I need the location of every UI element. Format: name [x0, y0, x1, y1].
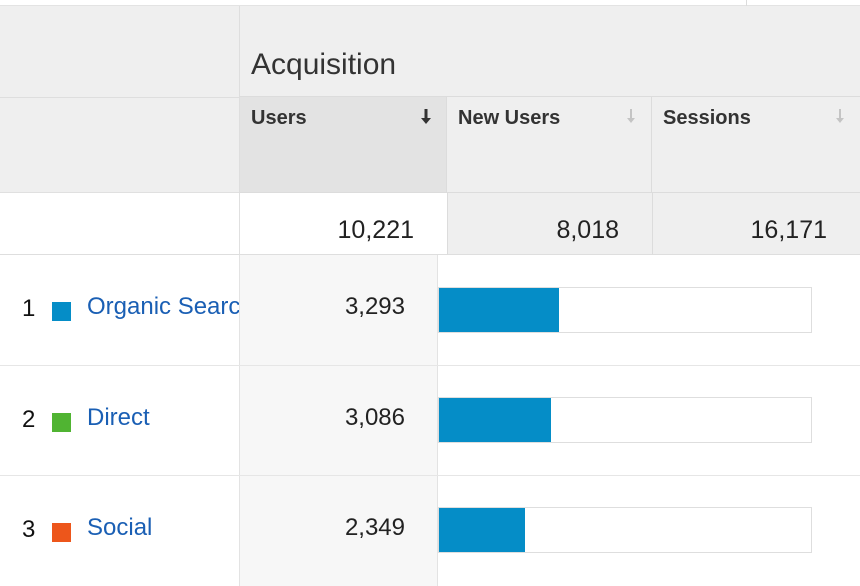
column-header-new-users[interactable]: New Users: [447, 97, 652, 193]
column-header-users[interactable]: Users: [239, 97, 447, 193]
channel-link[interactable]: Organic Search: [87, 293, 239, 320]
column-header-label: Sessions: [663, 107, 751, 129]
users-share-bar-fill: [439, 398, 552, 442]
column-header-label: Users: [251, 107, 307, 129]
row-divider: [0, 475, 860, 476]
users-value: 3,086: [344, 404, 405, 431]
channel-link[interactable]: Direct: [87, 404, 150, 431]
total-sessions: 16,171: [652, 193, 860, 255]
users-cell: [239, 255, 438, 365]
header-empty-cell: [0, 6, 239, 193]
column-group-label: Acquisition: [251, 48, 397, 81]
users-share-bar-fill: [439, 508, 525, 552]
users-cell: [239, 366, 438, 475]
totals-label-cell: [0, 193, 239, 255]
channel-color-swatch: [52, 413, 71, 432]
top-strip: [0, 0, 860, 6]
total-new-users: 8,018: [447, 193, 652, 255]
column-header-sessions[interactable]: Sessions: [652, 97, 860, 193]
channel-link[interactable]: Social: [87, 514, 153, 541]
channel-color-swatch: [52, 523, 71, 542]
users-share-bar: [438, 507, 812, 553]
row-divider: [0, 365, 860, 366]
users-value: 3,293: [344, 293, 405, 320]
total-users: 10,221: [239, 193, 447, 255]
users-value: 2,349: [344, 514, 405, 541]
users-share-bar: [438, 397, 812, 443]
row-rank: 3: [22, 516, 36, 543]
users-share-bar: [438, 287, 812, 333]
channel-color-swatch: [52, 302, 71, 321]
column-header-label: New Users: [458, 107, 561, 129]
header-divider: [0, 97, 239, 98]
row-rank: 1: [22, 295, 36, 322]
column-group-header: Acquisition: [239, 6, 860, 97]
sort-arrow-icon: [421, 109, 431, 124]
sort-arrow-icon: [627, 109, 635, 123]
users-cell: [239, 476, 438, 586]
sort-arrow-icon: [836, 109, 844, 123]
users-share-bar-fill: [439, 288, 559, 332]
row-rank: 2: [22, 406, 36, 433]
